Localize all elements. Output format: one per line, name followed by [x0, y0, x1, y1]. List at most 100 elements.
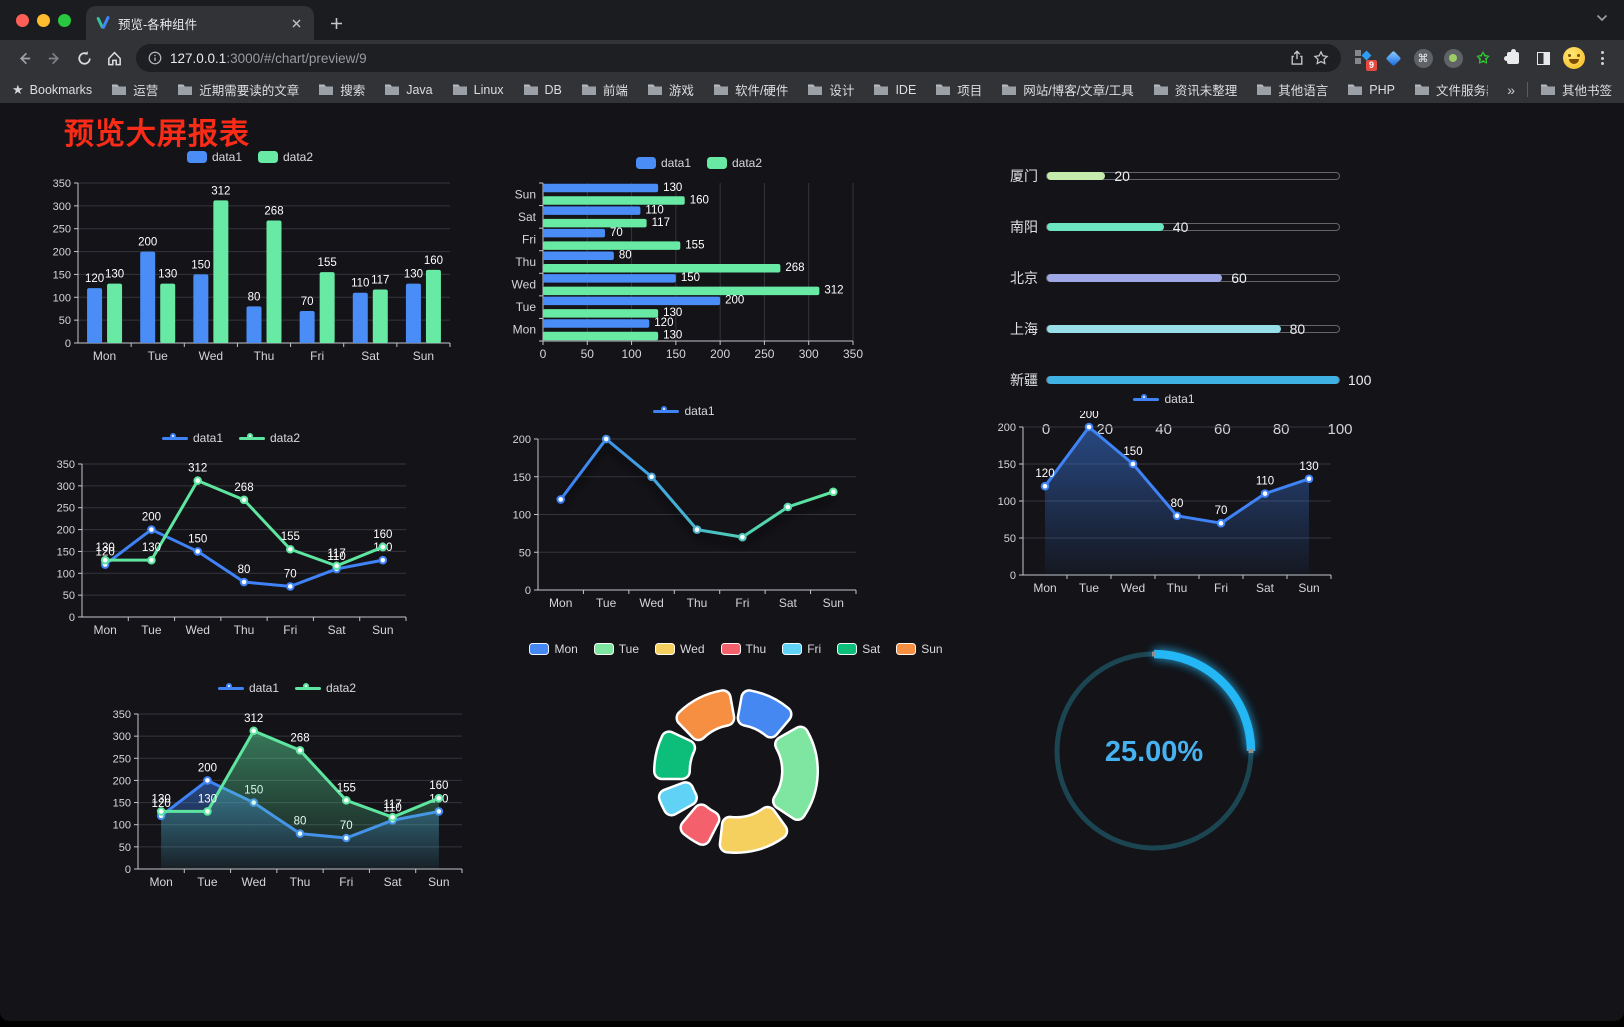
donut-slice-mon[interactable]: [739, 691, 791, 737]
bar-data2[interactable]: [543, 241, 681, 250]
bookmark-item[interactable]: IDE: [873, 83, 916, 97]
bar-data2[interactable]: [107, 283, 123, 343]
data-point[interactable]: [203, 807, 212, 816]
minimize-window-button[interactable]: [37, 14, 50, 27]
data-point[interactable]: [378, 555, 388, 565]
bar-data1[interactable]: [543, 274, 676, 283]
area-two-canvas[interactable]: 0 50 100 150 200 250 300 350 Mon Tue Wed Thu Fri Sat S…: [98, 700, 476, 895]
gauge-canvas[interactable]: 25.00%: [1036, 641, 1276, 876]
bar-data1[interactable]: [140, 251, 156, 343]
data-point[interactable]: [1172, 511, 1182, 521]
progress-track[interactable]: 80: [1046, 321, 1340, 337]
new-tab-button[interactable]: [322, 9, 350, 37]
bar-data1[interactable]: [352, 292, 368, 343]
progress-track[interactable]: 20: [1046, 168, 1340, 184]
extension-star-icon[interactable]: ✩: [1476, 49, 1490, 67]
legend-item-data2[interactable]: data2: [239, 431, 300, 445]
url-text[interactable]: 127.0.0.1:3000/#/chart/preview/9: [170, 51, 1281, 66]
legend-item-wed[interactable]: Wed: [655, 642, 705, 656]
bar-data2[interactable]: [266, 220, 282, 343]
bookmark-item[interactable]: 文件服务器: [1414, 80, 1488, 99]
data-point[interactable]: [147, 525, 156, 534]
legend-item-thu[interactable]: Thu: [720, 642, 766, 656]
bar-data2[interactable]: [372, 289, 388, 343]
bookmark-item[interactable]: PHP: [1347, 83, 1395, 97]
close-window-button[interactable]: [16, 14, 29, 27]
data-point[interactable]: [100, 555, 110, 565]
page-info-icon[interactable]: [148, 51, 162, 65]
series-line-data1[interactable]: [559, 437, 835, 539]
data-point[interactable]: [332, 561, 341, 571]
bookmark-item[interactable]: 设计: [807, 80, 854, 99]
line-two-canvas[interactable]: 0 50 100 150 200 250 300 350 Mon Tue Wed Thu Fri Sat S…: [42, 450, 420, 643]
bookmark-item[interactable]: 软件/硬件: [713, 80, 788, 99]
bar-data1[interactable]: [543, 183, 659, 193]
other-bookmarks[interactable]: 其他书签: [1540, 80, 1612, 99]
bar-data1[interactable]: [543, 296, 721, 306]
bookmark-item[interactable]: 搜索: [318, 80, 365, 99]
data-point[interactable]: [556, 495, 566, 504]
browser-menu-icon[interactable]: [1595, 51, 1610, 65]
address-bar[interactable]: 127.0.0.1:3000/#/chart/preview/9: [136, 44, 1341, 72]
data-point[interactable]: [388, 812, 397, 822]
bar-data1[interactable]: [299, 311, 315, 343]
bar-data1[interactable]: [246, 306, 262, 343]
donut-slice-sat[interactable]: [655, 732, 694, 778]
data-point[interactable]: [193, 476, 203, 485]
back-button[interactable]: [10, 44, 38, 72]
bar-data2[interactable]: [425, 269, 441, 343]
bookmark-item[interactable]: 其他语言: [1256, 80, 1328, 99]
data-point[interactable]: [1040, 481, 1050, 491]
data-point[interactable]: [1128, 459, 1138, 469]
data-point[interactable]: [1084, 422, 1094, 432]
data-point[interactable]: [601, 434, 611, 444]
data-point[interactable]: [341, 796, 351, 805]
data-point[interactable]: [203, 776, 212, 785]
legend-item-data2[interactable]: data2: [258, 150, 313, 164]
legend-item-sun[interactable]: Sun: [896, 642, 943, 656]
extension-dot-icon[interactable]: [1443, 48, 1463, 68]
data-point[interactable]: [285, 582, 295, 591]
legend-item-data2[interactable]: data2: [707, 156, 762, 170]
bar-data1[interactable]: [193, 274, 209, 343]
donut-canvas[interactable]: [550, 661, 922, 885]
profile-avatar[interactable]: [1563, 47, 1585, 69]
data-point[interactable]: [295, 746, 305, 755]
extension-grid-icon[interactable]: 9: [1353, 48, 1377, 71]
data-point[interactable]: [156, 807, 166, 816]
data-point[interactable]: [1260, 489, 1270, 498]
data-point[interactable]: [1216, 518, 1226, 528]
tab-search-chevron-icon[interactable]: [1596, 14, 1608, 22]
bar-data2[interactable]: [543, 286, 820, 296]
data-point[interactable]: [239, 577, 249, 587]
data-point[interactable]: [239, 495, 249, 505]
bar-data1[interactable]: [543, 251, 614, 261]
bar-data2[interactable]: [543, 309, 659, 318]
donut-slice-wed[interactable]: [721, 808, 786, 852]
line-gradient-canvas[interactable]: 0 50 100 150 200 Mon Tue Wed Thu Fri Sat Sun: [498, 423, 870, 616]
legend-item-tue[interactable]: Tue: [593, 642, 639, 656]
legend-item-mon[interactable]: Mon: [529, 642, 578, 656]
data-point[interactable]: [434, 793, 444, 803]
data-point[interactable]: [647, 472, 656, 482]
data-point[interactable]: [249, 726, 259, 736]
data-point[interactable]: [783, 502, 793, 512]
progress-track[interactable]: 40: [1046, 219, 1340, 235]
bookmark-item[interactable]: DB: [523, 83, 562, 97]
tab-close-icon[interactable]: [288, 15, 304, 31]
bar-data2[interactable]: [213, 200, 229, 343]
bar-data2[interactable]: [543, 196, 685, 205]
donut-slice-sun[interactable]: [677, 691, 733, 739]
data-point[interactable]: [828, 487, 838, 497]
legend-item-data1[interactable]: data1: [1133, 392, 1195, 406]
forward-button[interactable]: [40, 44, 68, 72]
data-point[interactable]: [285, 544, 295, 554]
extensions-puzzle-icon[interactable]: [1503, 48, 1523, 68]
bookmark-item[interactable]: 近期需要读的文章: [177, 80, 299, 99]
donut-slice-tue[interactable]: [774, 728, 817, 819]
bookmark-item[interactable]: 资讯未整理: [1153, 80, 1237, 99]
bookmarks-root[interactable]: ★ Bookmarks: [12, 82, 92, 98]
data-point[interactable]: [738, 532, 747, 542]
home-button[interactable]: [100, 44, 128, 72]
legend-item-data1[interactable]: data1: [161, 431, 223, 445]
